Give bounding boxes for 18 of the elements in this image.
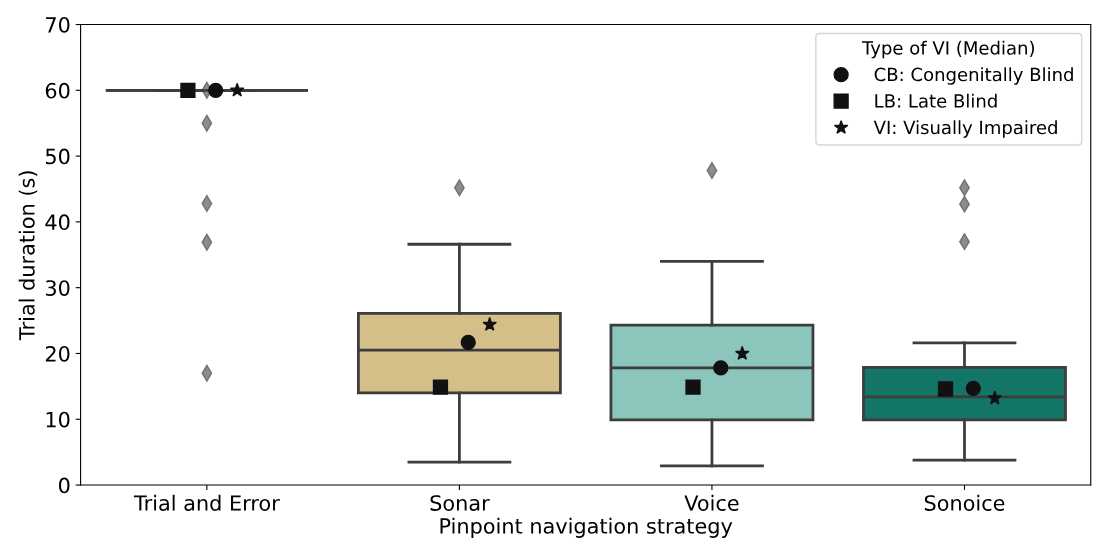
y-tick-label: 60 xyxy=(45,82,70,99)
legend-title: Type of VI (Median) xyxy=(861,40,1034,59)
y-axis-title: Trial duration (s) xyxy=(18,171,38,341)
y-tick-label: 30 xyxy=(45,280,70,296)
x-tick-label: Sonoice xyxy=(924,494,1005,511)
y-tick-label: 40 xyxy=(45,214,70,231)
y-tick-label: 0 xyxy=(58,477,70,494)
y-tick-label: 20 xyxy=(45,345,70,362)
legend-label: CB: Congenitally Blind xyxy=(874,67,1073,85)
legend-label: VI: Visually Impaired xyxy=(873,120,1057,138)
x-tick-label: Trial and Error xyxy=(133,494,280,511)
y-tick-label: 50 xyxy=(45,148,70,165)
y-tick-label: 70 xyxy=(46,16,70,33)
legend-label: LB: Late Blind xyxy=(875,93,997,108)
y-tick-label: 10 xyxy=(46,411,70,428)
x-tick-label: Sonar xyxy=(430,495,490,511)
x-tick-label: Voice xyxy=(684,494,739,511)
x-axis-title: Pinpoint navigation strategy xyxy=(440,517,733,538)
